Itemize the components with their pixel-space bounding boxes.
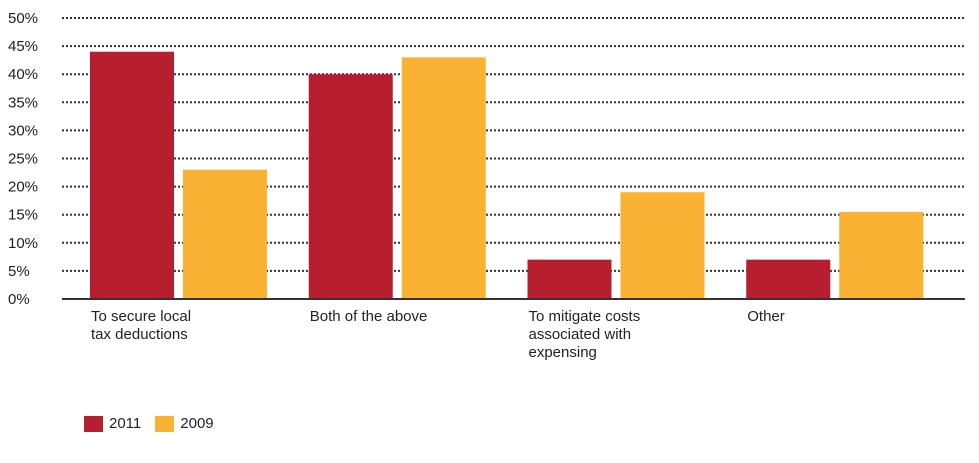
y-tick-label: 50% [8, 10, 38, 27]
y-tick-label: 25% [8, 151, 38, 168]
bar-2011-0 [90, 51, 174, 299]
y-tick-label: 15% [8, 207, 38, 224]
y-tick-label: 35% [8, 94, 38, 111]
y-tick-label: 40% [8, 66, 38, 83]
legend-label-2009: 2009 [180, 415, 214, 432]
legend-item-2011: 2011 [84, 415, 141, 432]
legend-label-2011: 2011 [109, 415, 142, 432]
y-axis-tick-labels: 0% 5% 10% 15% 20% 25% 30% 35% 40% 45% 50% [8, 10, 38, 308]
legend-swatch-2011 [84, 415, 103, 432]
legend: 2011 2009 [84, 415, 228, 432]
y-tick-label: 30% [8, 122, 38, 139]
bar-2009-0 [183, 169, 267, 299]
bar-2009-1 [401, 57, 486, 300]
y-tick-label: 0% [8, 291, 30, 308]
x-category-label: Other [747, 308, 785, 325]
y-tick-label: 10% [8, 235, 38, 252]
bar-2011-3 [746, 259, 831, 299]
y-tick-label: 45% [8, 38, 38, 55]
legend-swatch-2009 [155, 415, 175, 432]
bar-2009-3 [839, 211, 924, 299]
bar-2011-1 [308, 74, 393, 299]
bar-2009-2 [620, 192, 705, 299]
bar-2011-2 [527, 259, 612, 299]
y-tick-label: 20% [8, 179, 38, 196]
bars [90, 51, 924, 300]
x-category-label: Both of the above [309, 308, 428, 325]
y-tick-label: 5% [8, 263, 30, 280]
x-category-label: To secure local tax deductions [91, 308, 192, 343]
legend-item-2009: 2009 [155, 415, 214, 432]
x-category-label: To mitigate costs associated with expens… [528, 308, 641, 361]
